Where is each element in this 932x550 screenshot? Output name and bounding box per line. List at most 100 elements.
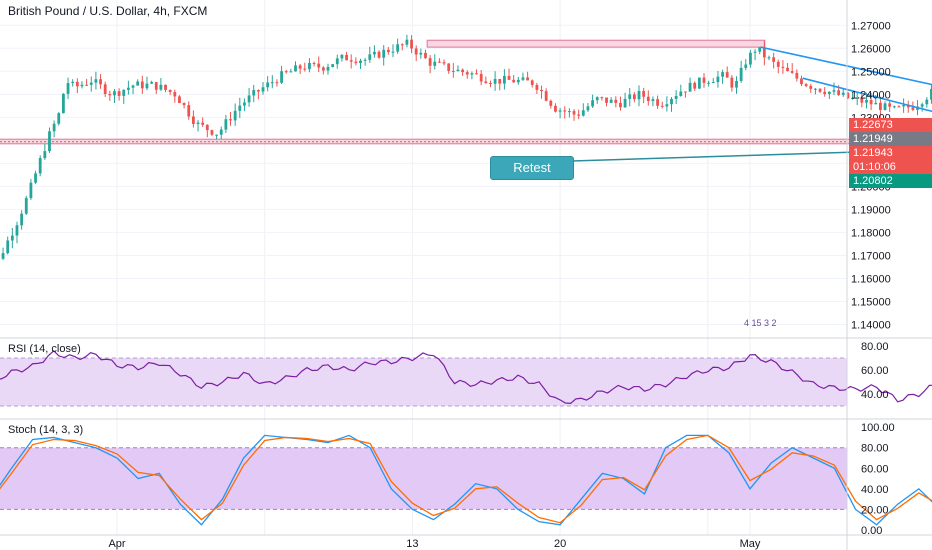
candle [284,69,288,74]
stoch-pane[interactable] [0,434,932,526]
candle [730,74,734,92]
candle [795,69,799,82]
candle [790,63,794,74]
candle-body [405,39,409,45]
candle [846,92,850,100]
candle-body [410,39,413,49]
candle [428,55,432,74]
candle [535,82,539,94]
channel-line [802,77,932,113]
candle [563,106,567,119]
stoch-tick-label: 20.00 [861,504,889,516]
candle-body [475,73,478,75]
candle-body [563,110,567,112]
candle-body [48,131,51,152]
candle [349,54,353,69]
candle-body [80,84,84,87]
candle [424,49,427,59]
candle [317,56,321,73]
candle [558,107,562,119]
candle [465,70,469,79]
candle-body [656,99,659,106]
rsi-pane[interactable] [0,350,932,407]
candle-body [99,79,102,85]
candle [632,92,636,103]
candle [767,55,771,61]
candle [930,84,932,104]
candle [410,35,413,54]
candle [753,49,757,61]
candle-body [461,69,465,73]
candle [266,76,270,92]
candle-body [823,91,827,95]
candle-body [897,106,901,108]
candle-body [521,77,525,80]
candle-body [34,173,37,183]
candle-body [800,78,803,85]
candle-body [298,65,302,69]
candle [540,85,543,99]
candle [484,76,488,84]
candle-body [586,106,590,111]
x-tick-label: Apr [108,538,125,550]
candle-body [150,82,154,84]
candle [493,71,497,91]
candle-body [906,104,910,108]
candle [702,73,706,88]
candle-body [841,92,845,95]
candle [623,92,627,108]
candle [201,117,205,127]
candle-body [725,72,729,78]
stoch-label: Stoch (14, 3, 3) [8,424,84,436]
candle-body [591,100,594,107]
candle-body [874,102,878,105]
candle-body [345,54,348,61]
candle [308,58,311,73]
candle-body [229,119,232,121]
candle-body [252,90,256,96]
candle-body [391,51,395,53]
x-tick-label: 13 [406,538,418,550]
candle-body [433,61,437,66]
candle-body [818,88,822,92]
candle-body [224,119,228,130]
candle [479,69,483,86]
candle [609,97,613,104]
candle [113,89,116,103]
candle [684,91,687,98]
candle-body [126,87,130,90]
candle-body [57,113,61,124]
candle [567,108,571,118]
candle [243,98,246,112]
candle [883,101,887,111]
candle [164,84,167,93]
candle-body [201,122,205,125]
candle [586,102,590,113]
candle-body [205,124,209,131]
candle [368,46,372,63]
candle-body [804,84,808,87]
candle-body [284,71,288,73]
candle-body [679,91,683,96]
candle-body [711,82,715,84]
candle-body [178,96,181,104]
candle-body [89,82,93,85]
candle-body [6,240,10,254]
candle-body [275,82,279,84]
candle-body [215,134,218,136]
candle-body [122,89,126,96]
candle [331,63,335,68]
candle [215,134,218,140]
candle-body [790,71,794,73]
candle [693,81,697,91]
candle-body [326,66,330,71]
candle [470,71,474,80]
candle [382,45,386,66]
candle [744,59,748,71]
candle-body [776,61,780,67]
candle [396,38,400,54]
price-pane[interactable] [0,34,932,310]
candle [340,54,344,62]
candle [451,63,455,78]
